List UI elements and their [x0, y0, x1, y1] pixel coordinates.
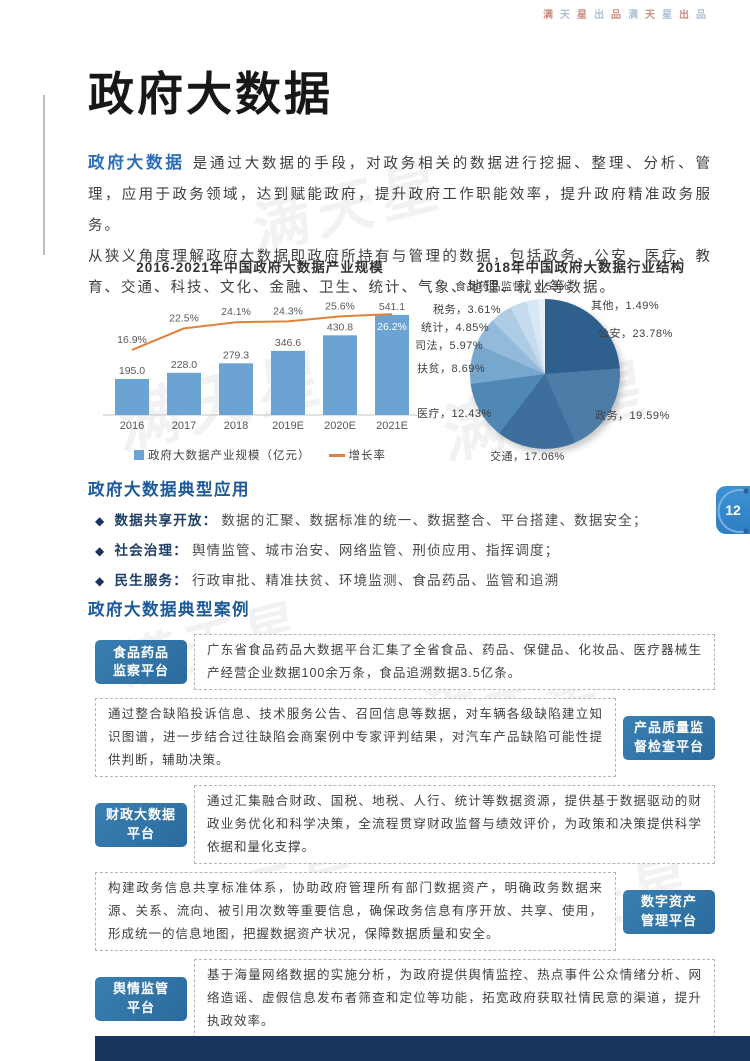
case-badge: 产品质量监 督检查平台	[623, 715, 715, 760]
svg-text:195.0: 195.0	[119, 365, 145, 377]
title-rule	[43, 95, 45, 255]
section-heading-cases: 政府大数据典型案例	[88, 601, 250, 619]
intro-paragraphs: 政府大数据 是通过大数据的手段，对政务相关的数据进行挖掘、整理、分析、管理，应用于…	[88, 148, 712, 304]
svg-text:22.5%: 22.5%	[169, 312, 199, 324]
page-number-badge: 12	[716, 486, 750, 534]
svg-text:279.3: 279.3	[223, 349, 249, 361]
bar-chart-plot: 195.0 2016 16.9% 228.0 2017 22.5% 279.3 2018 24.…	[103, 300, 417, 432]
diamond-bullet-icon: ◆	[95, 544, 106, 558]
legend-item-bars: 政府大数据产业规模（亿元）	[134, 447, 311, 463]
top-brand-marks: 满天星出品满天星出品	[543, 10, 706, 21]
page-number: 12	[725, 502, 741, 518]
application-label: 民生服务：	[114, 573, 188, 588]
case-row: 构建政务信息共享标准体系，协助政府管理所有部门数据资产，明确政务数据来源、关系、…	[95, 872, 715, 951]
section-heading-applications: 政府大数据典型应用	[88, 481, 250, 499]
application-item: ◆ 民生服务： 行政审批、精准扶贫、环境监测、食品药品、监管和追溯	[95, 566, 715, 596]
line-series-swatch-icon	[328, 453, 345, 457]
svg-text:24.1%: 24.1%	[221, 306, 251, 318]
case-row: 食品药品 监察平台 广东省食品药品大数据平台汇集了全省食品、药品、保健品、化妆品…	[95, 634, 715, 690]
intro-lead-term: 政府大数据	[88, 154, 185, 172]
case-row: 舆情监管 平台 基于海量网络数据的实施分析，为政府提供舆情监控、热点事件公众情绪…	[95, 959, 715, 1038]
pie-slice-label: 统计，4.85%	[421, 322, 490, 334]
case-text: 通过整合缺陷投诉信息、技术服务公告、召回信息等数据，对车辆各级缺陷建立知识图谱，…	[95, 698, 616, 777]
svg-text:346.6: 346.6	[275, 337, 301, 349]
applications-list: ◆ 数据共享开放： 数据的汇聚、数据标准的统一、数据整合、平台搭建、数据安全； ◆…	[95, 506, 715, 596]
pie-slice-label: 扶贫，8.69%	[417, 363, 486, 375]
application-text: 舆情监管、城市治安、网络监管、刑侦应用、指挥调度；	[191, 543, 560, 558]
pie-slice-label: 医疗，12.43%	[417, 408, 492, 420]
case-badge: 数字资产 管理平台	[623, 889, 715, 934]
svg-text:16.9%: 16.9%	[117, 334, 147, 346]
bar-chart: 2016-2021年中国政府大数据产业规模 195.0 2016 16.9% 228.…	[95, 256, 425, 470]
svg-text:2017: 2017	[172, 420, 196, 432]
svg-text:430.8: 430.8	[327, 321, 353, 333]
pie-chart-title: 2018年中国政府大数据行业结构	[476, 260, 686, 275]
legend-label-line: 增长率	[348, 450, 386, 462]
pie-slice-label: 其他，1.49%	[591, 300, 660, 312]
pie-chart: 2018年中国政府大数据行业结构 公安，23.78% 政务，19.59% 交通，17…	[415, 256, 747, 470]
arc-decoration-icon	[717, 488, 749, 534]
pie-slice-label: 交通，17.06%	[490, 451, 565, 463]
intro-paragraph-1: 是通过大数据的手段，对政务相关的数据进行挖掘、整理、分析、管理，应用于政务领域，…	[88, 156, 713, 234]
cases-list: 食品药品 监察平台 广东省食品药品大数据平台汇集了全省食品、药品、保健品、化妆品…	[95, 634, 715, 1061]
application-label: 社会治理：	[114, 543, 188, 558]
legend-item-line: 增长率	[328, 447, 387, 463]
legend-label-bars: 政府大数据产业规模（亿元）	[148, 450, 311, 462]
pie-slice-label: 食品药品监督，2.53%	[455, 281, 570, 293]
diamond-bullet-icon: ◆	[95, 574, 106, 588]
case-text: 构建政务信息共享标准体系，协助政府管理所有部门数据资产，明确政务数据来源、关系、…	[95, 872, 616, 951]
bar-chart-legend: 政府大数据产业规模（亿元） 增长率	[95, 447, 425, 463]
svg-text:2016: 2016	[120, 420, 144, 432]
case-badge: 舆情监管 平台	[95, 976, 187, 1021]
pie-slice-label: 税务，3.61%	[433, 304, 502, 316]
pie-slice-label: 司法，5.97%	[415, 340, 484, 352]
svg-text:228.0: 228.0	[171, 359, 197, 371]
footer-bar	[95, 1036, 750, 1061]
case-badge: 财政大数据 平台	[95, 802, 187, 847]
case-row: 财政大数据 平台 通过汇集融合财政、国税、地税、人行、统计等数据资源，提供基于数…	[95, 785, 715, 864]
page-title: 政府大数据	[88, 68, 333, 120]
svg-text:2021E: 2021E	[376, 420, 408, 432]
svg-text:24.3%: 24.3%	[273, 305, 303, 317]
svg-text:541.1: 541.1	[379, 301, 405, 313]
svg-text:25.6%: 25.6%	[325, 300, 355, 312]
diamond-bullet-icon: ◆	[95, 514, 106, 528]
intro-paragraph-2: 从狭义角度理解政府大数据即政府所持有与管理的数据，包括政务、公安、医疗、教育、交…	[88, 249, 712, 296]
application-text: 行政审批、精准扶贫、环境监测、食品药品、监管和追溯	[191, 573, 560, 588]
svg-text:2018: 2018	[224, 420, 248, 432]
case-row: 通过整合缺陷投诉信息、技术服务公告、召回信息等数据，对车辆各级缺陷建立知识图谱，…	[95, 698, 715, 777]
pie-slice-label: 公安，23.78%	[598, 328, 673, 340]
case-badge: 食品药品 监察平台	[95, 640, 187, 684]
pie-circle	[470, 299, 620, 449]
application-text: 数据的汇聚、数据标准的统一、数据整合、平台搭建、数据安全；	[221, 513, 648, 528]
case-text: 广东省食品药品大数据平台汇集了全省食品、药品、保健品、化妆品、医疗器械生产经营企…	[194, 634, 715, 690]
svg-text:2020E: 2020E	[324, 420, 356, 432]
case-text: 基于海量网络数据的实施分析，为政府提供舆情监控、热点事件公众情绪分析、网络造谣、…	[194, 959, 715, 1038]
svg-text:26.2%: 26.2%	[377, 321, 407, 333]
bar-series-swatch-icon	[134, 450, 144, 460]
bar-chart-title: 2016-2021年中国政府大数据产业规模	[136, 260, 384, 275]
pie-slice-label: 政务，19.59%	[595, 410, 670, 422]
pie-chart-plot: 公安，23.78% 政务，19.59% 交通，17.06% 医疗，12.43% 扶贫，8…	[415, 280, 747, 470]
svg-text:2019E: 2019E	[272, 420, 304, 432]
application-label: 数据共享开放：	[114, 513, 218, 528]
application-item: ◆ 数据共享开放： 数据的汇聚、数据标准的统一、数据整合、平台搭建、数据安全；	[95, 506, 715, 536]
case-text: 通过汇集融合财政、国税、地税、人行、统计等数据资源，提供基于数据驱动的财政业务优…	[194, 785, 715, 864]
application-item: ◆ 社会治理： 舆情监管、城市治安、网络监管、刑侦应用、指挥调度；	[95, 536, 715, 566]
